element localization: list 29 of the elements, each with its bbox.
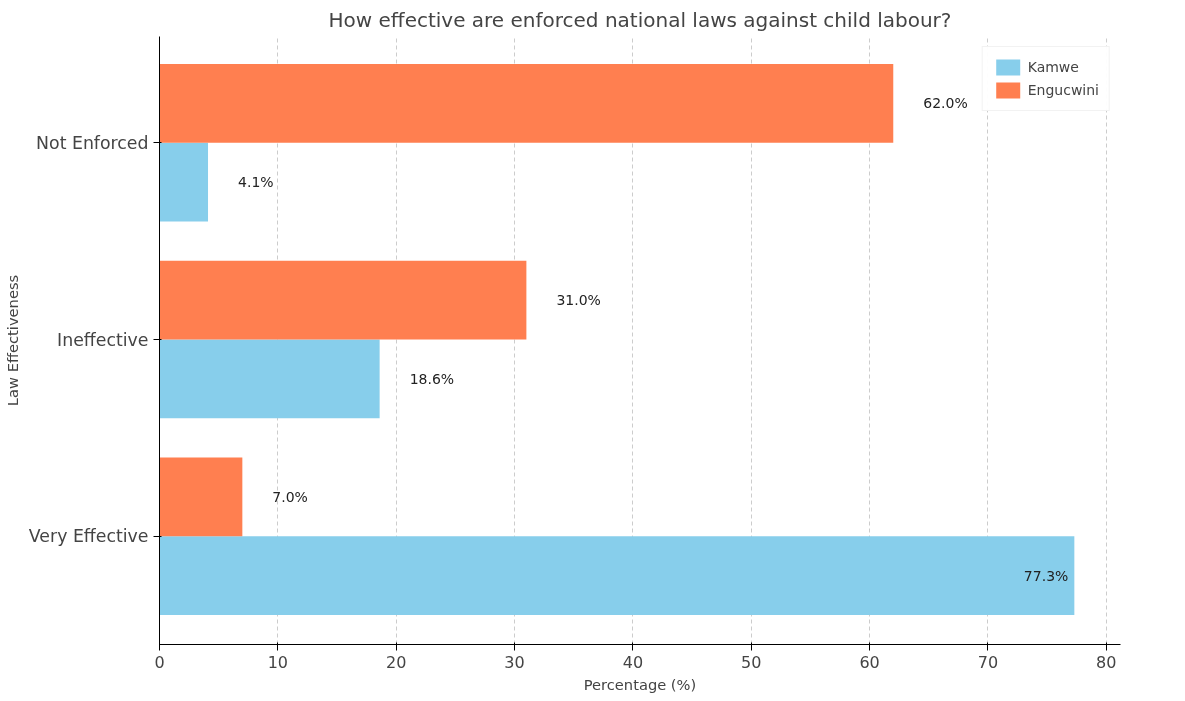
data-label: 4.1% bbox=[238, 174, 274, 191]
x-tick-label: 10 bbox=[267, 652, 289, 672]
bar bbox=[159, 457, 243, 537]
data-label: 77.3% bbox=[1023, 567, 1069, 584]
legend-label: Kamwe bbox=[1027, 59, 1079, 75]
bar bbox=[159, 339, 380, 419]
bar bbox=[159, 142, 209, 222]
data-label: 7.0% bbox=[272, 488, 308, 505]
y-tick-label: Very Effective bbox=[28, 526, 149, 547]
bar bbox=[159, 64, 894, 143]
data-label: 62.0% bbox=[923, 95, 968, 112]
x-tick-label: 40 bbox=[622, 652, 644, 672]
data-label: 18.6% bbox=[409, 370, 455, 387]
x-tick-label: 50 bbox=[741, 652, 762, 672]
y-tick-label: Not Enforced bbox=[36, 132, 149, 153]
x-axis-title: Percentage (%) bbox=[583, 675, 697, 693]
bar bbox=[159, 536, 1075, 615]
x-tick-label: 60 bbox=[859, 652, 880, 672]
x-tick-label: 0 bbox=[154, 652, 165, 672]
chart-title: How effective are enforced national laws against child labour? bbox=[328, 7, 952, 32]
y-axis-title: Law Effectiveness bbox=[3, 274, 21, 407]
bar bbox=[159, 260, 527, 340]
data-label: 31.0% bbox=[556, 292, 601, 309]
y-tick-label: Ineffective bbox=[57, 329, 149, 350]
x-tick-label: 20 bbox=[386, 652, 407, 672]
x-tick-label: 70 bbox=[977, 652, 999, 672]
x-tick-label: 30 bbox=[504, 652, 525, 672]
legend-label: Engucwini bbox=[1027, 82, 1099, 98]
x-tick-label: 80 bbox=[1096, 652, 1117, 672]
